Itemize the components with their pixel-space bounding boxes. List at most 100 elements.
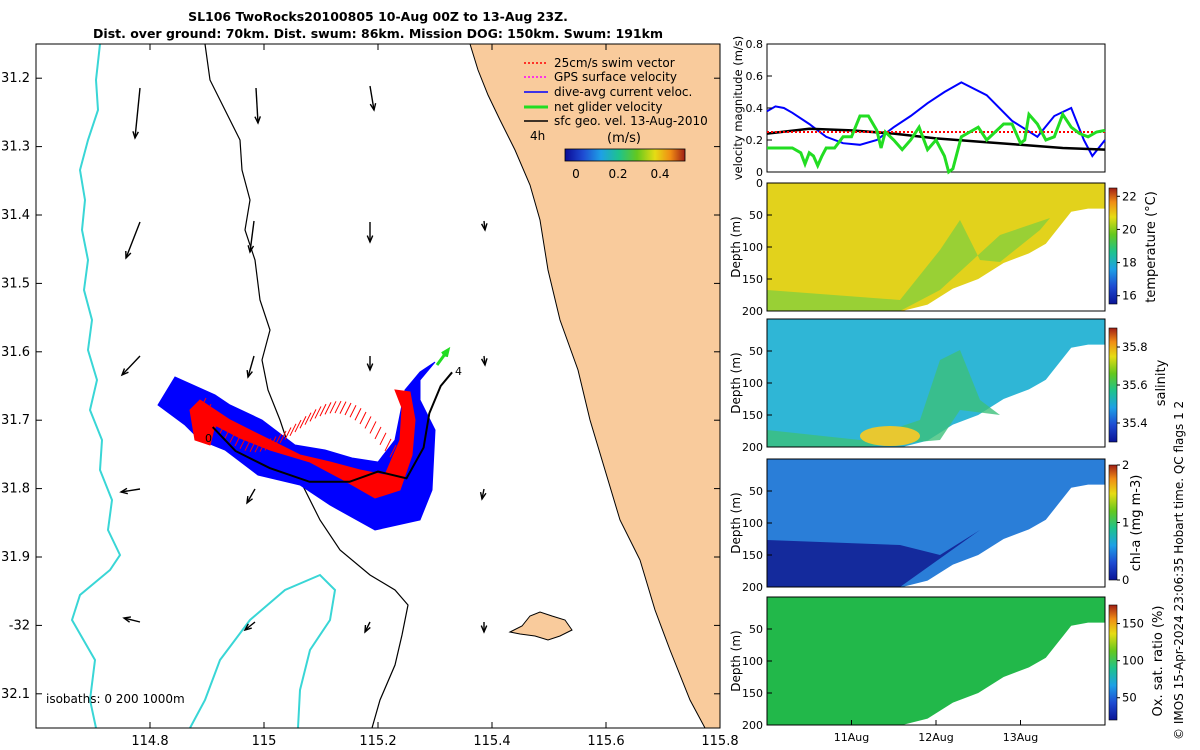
cbar-tick-label: 20 [1122,222,1137,236]
geo-arrow [480,220,488,232]
cbar-tick-label: 35.4 [1122,416,1148,430]
geo-arrow-head [366,363,374,372]
glider-path [211,371,453,483]
geo-arrow-shaft [247,355,255,378]
swim-vector [199,397,207,411]
map-x-tick-label: 115.6 [587,734,624,749]
swim-vector [354,408,362,421]
swim-vector [259,439,267,452]
geo-arrow [479,488,487,501]
colorbar-label: (m/s) [607,131,641,146]
cbar-tick-label: 150 [1122,617,1144,631]
swim-vector [349,405,357,418]
depth-tick-label: 150 [742,549,763,562]
chla-depth-label: Depth (m) [729,492,743,553]
geo-arrow [243,621,256,632]
salinity-depth-label: Depth (m) [729,352,743,413]
time-mark-end: 4 [455,365,462,378]
legend-entry-gps: GPS surface velocity [524,70,677,84]
isobath-1000m [70,44,122,728]
geo-arrow-head [364,624,371,634]
map-x-tick-label: 115.2 [359,734,396,749]
geo-arrow-head [120,368,129,377]
swim-vector [394,451,402,464]
time-tick-label: 13Aug [1003,731,1038,744]
swim-vector [329,401,337,414]
map-x-tick-label: 115.8 [701,734,738,749]
depth-tick-label: 200 [742,719,763,732]
legend-entry-geo: sfc geo. vel. 13-Aug-2010 [524,114,708,128]
geo-arrow-head [125,250,132,260]
salinity-colorbar [1108,327,1118,443]
swim-vector [359,411,367,425]
velocity-y-tick-label: 0.8 [746,38,764,51]
colorbar-tick-1: 0.2 [608,167,627,181]
swim-vector [344,402,352,416]
velocity-y-tick-label: 0.4 [746,102,764,115]
geo-arrow-head [254,116,262,125]
swim-vector [274,433,282,447]
cbar-tick-label: 35.6 [1122,378,1148,392]
velocity-colorbar [564,148,686,162]
land-mass [469,44,720,728]
legend-label-net: net glider velocity [554,100,662,114]
map-y-tick-label: 31.8 [1,482,30,497]
swim-vector [324,402,332,415]
depth-tick-label: 50 [749,623,763,636]
oxygen-cbar-label: Ox. sat. ratio (%) [1151,606,1166,717]
depth-tick-label: 50 [749,485,763,498]
depth-tick-label: 0 [756,177,763,190]
temperature-panel: 0 50 100 150 200 Depth (m) 16 18 20 22 temperat… [729,177,1159,318]
geo-arrow-head [132,131,139,140]
salinity-axis-ticks: 50 100 150 200 [742,345,772,454]
cbar-tick-label: 35.8 [1122,340,1148,354]
oxygen-field [767,597,1105,725]
map-y-tick-label: 31.5 [1,276,30,291]
geo-arrow-shaft [134,87,141,139]
velocity-y-tick-label: 0 [756,166,763,179]
legend-entry-swim: 25cm/s swim vector [524,56,675,70]
geo-arrow-head [479,492,487,501]
temperature-deep-layer [767,218,1050,311]
geo-arrow-shaft [369,85,375,111]
glider-track [157,346,453,531]
temperature-axis-ticks: 0 50 100 150 200 [742,177,772,318]
oxygen-colorbar [1108,604,1118,721]
geo-arrow-head [246,495,253,505]
swim-vector [389,444,397,458]
swim-vector [229,430,237,443]
title-line-1: SL106 TwoRocks20100805 10-Aug 00Z to 13-… [188,9,568,24]
temperature-depth-label: Depth (m) [729,216,743,277]
depth-tick-label: 150 [742,273,763,286]
geo-arrow [366,222,374,244]
isobath-1000m-south [189,573,337,728]
geo-arrow-shaft [123,617,141,623]
legend-label-geo: sfc geo. vel. 13-Aug-2010 [554,114,708,128]
cbar-tick-label: 100 [1122,654,1144,668]
title-line-2: Dist. over ground: 70km. Dist. swum: 86k… [93,26,663,41]
geo-arrow [125,221,141,260]
cbar-tick-label: 0 [1122,573,1129,587]
temperature-cbar-label: temperature (°C) [1144,191,1159,303]
oxygen-panel: 50 100 150 200 Depth (m) 50 100 150 Ox. sat. … [729,596,1166,744]
swim-vector [314,406,322,419]
depth-tick-label: 200 [742,581,763,594]
chla-axis-ticks: 50 100 150 200 [742,485,772,594]
salinity-panel: 50 100 150 200 Depth (m) 35.4 35.6 35.8 salin… [729,318,1169,454]
oxygen-depth-label: Depth (m) [729,630,743,691]
swim-vector [214,415,222,429]
temperature-field [767,183,1105,311]
geo-arrow-head [480,625,488,634]
swim-vector [339,401,347,414]
legend-label-gps: GPS surface velocity [554,70,677,84]
cbar-tick-label: 18 [1122,256,1137,270]
geo-arrow-head [119,487,128,495]
map-y-tick-label: 31.2 [1,71,30,86]
time-mark-start: 0 [205,432,212,445]
time-axis-ticks: 11Aug 12Aug 13Aug [834,720,1038,744]
velocity-axis-ticks: 0 0.2 0.4 0.6 0.8 [746,38,772,179]
geo-arrow [120,355,141,377]
geo-arrow-shaft [120,488,141,493]
legend-label-current: dive-avg current veloc. [554,85,692,99]
swim-vector [279,430,287,444]
